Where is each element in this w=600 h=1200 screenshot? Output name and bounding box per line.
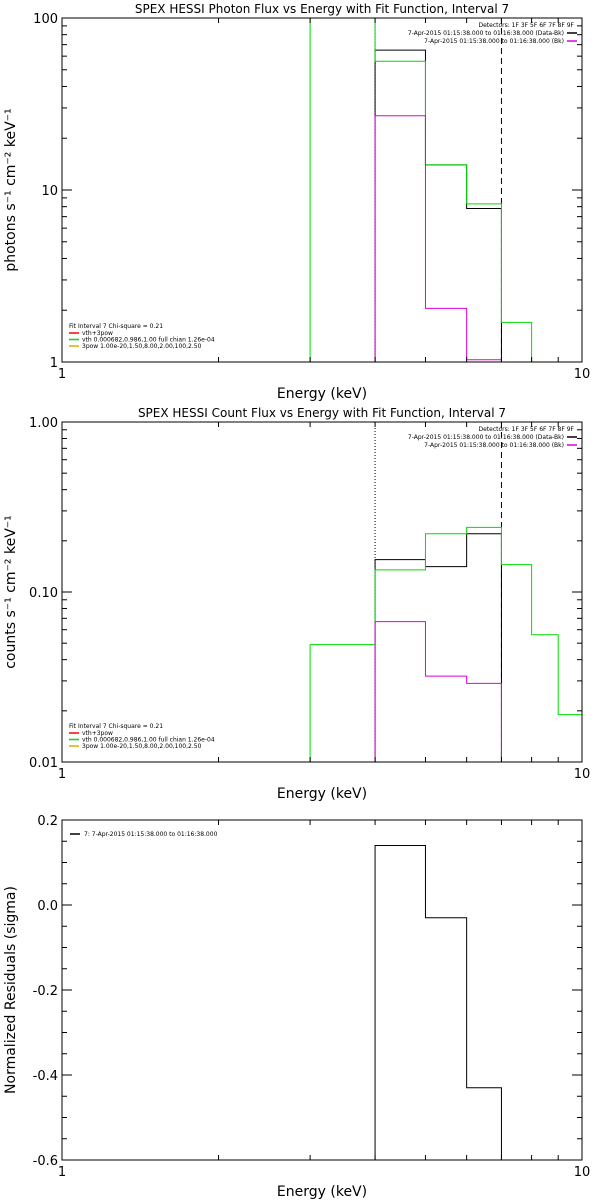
legend-entry-text: vth+3pow	[82, 730, 113, 737]
plot-frame	[61, 819, 583, 1161]
legend-entry-text: 3pow 1.00e-20,1.50,8.00,2.00,100,2.50	[82, 343, 202, 350]
plot-area	[309, 18, 533, 362]
series-black-step-line	[374, 533, 502, 762]
legend-bottom: Fit Interval 7 Chi-square = 0.21vth+3pow…	[69, 723, 215, 750]
x-tick-label: 1	[58, 767, 66, 782]
legend-entry-text: vth 0.000682,0.986,1.00 full chian 1.26e…	[82, 337, 215, 344]
y-tick-label: 0.2	[37, 814, 58, 829]
y-tick-label: -0.4	[33, 1069, 58, 1084]
legend-detectors: Detectors: 1F 3F 5F 6F 7F 8F 9F	[478, 426, 574, 433]
y-tick-label: 100	[33, 12, 58, 27]
legend-fit-header: Fit Interval 7 Chi-square = 0.21	[69, 323, 163, 330]
x-tick-label: 1	[58, 1165, 66, 1180]
legend-bottom: Fit Interval 7 Chi-square = 0.21vth+3pow…	[69, 323, 215, 350]
y-axis-label: Normalized Residuals (sigma)	[3, 886, 19, 1094]
series-black-step-line	[374, 49, 502, 362]
chart-panel-2: SPEX HESSI Count Flux vs Energy with Fit…	[3, 406, 590, 802]
y-tick-label: -0.2	[33, 984, 58, 999]
chart-title: SPEX HESSI Count Flux vs Energy with Fit…	[138, 406, 506, 420]
x-tick-label: 10	[574, 1165, 591, 1180]
legend-entry-text: vth+3pow	[82, 330, 113, 337]
y-tick-label: 0.01	[29, 756, 58, 771]
chart-title: SPEX HESSI Photon Flux vs Energy with Fi…	[135, 2, 509, 16]
plot-area	[374, 845, 502, 1160]
y-tick-label: -0.6	[33, 1154, 58, 1169]
legend-top: Detectors: 1F 3F 5F 6F 7F 8F 9F7-Apr-201…	[408, 426, 577, 449]
x-axis-label: Energy (keV)	[277, 786, 367, 802]
legend-top: Detectors: 1F 3F 5F 6F 7F 8F 9F7-Apr-201…	[408, 22, 577, 45]
legend-entry-text: 3pow 1.00e-20,1.50,8.00,2.00,100,2.50	[82, 743, 202, 750]
legend-entry-text: 7: 7-Apr-2015 01:15:38.000 to 01:16:38.0…	[84, 831, 218, 838]
y-tick-label: 0.0	[37, 899, 58, 914]
legend-entry-text: 7-Apr-2015 01:15:38.000 to 01:16:38.000 …	[408, 434, 564, 441]
y-tick-label: 10	[41, 184, 58, 199]
axis-ticks	[61, 421, 583, 763]
y-tick-label: 1.00	[29, 416, 58, 431]
x-tick-label: 1	[58, 367, 66, 382]
legend-entry-text: 7-Apr-2015 01:15:38.000 to 01:16:38.000 …	[424, 442, 564, 449]
chart-panel-1: SPEX HESSI Photon Flux vs Energy with Fi…	[3, 2, 590, 402]
x-tick-label: 10	[574, 367, 591, 382]
y-axis-label: counts s⁻¹ cm⁻² keV⁻¹	[3, 515, 19, 669]
legend-fit-header: Fit Interval 7 Chi-square = 0.21	[69, 723, 163, 730]
axis-ticks	[61, 17, 583, 363]
x-axis-label: Energy (keV)	[277, 386, 367, 402]
chart-panel-3: 1 10 -0.6 -0.4 -0.2 0.0 0.2 Energy (keV) Normali…	[3, 814, 590, 1200]
x-axis-label: Energy (keV)	[277, 1184, 367, 1200]
x-tick-label: 10	[574, 767, 591, 782]
y-tick-label: 1	[50, 356, 58, 371]
plot-frame	[61, 421, 583, 763]
series-magenta-step-line	[374, 621, 502, 762]
y-axis-label: photons s⁻¹ cm⁻² keV⁻¹	[3, 108, 19, 271]
series-black-step-line	[374, 845, 502, 1160]
legend-detectors: Detectors: 1F 3F 5F 6F 7F 8F 9F	[478, 22, 574, 29]
series-magenta-step-line	[374, 115, 502, 362]
legend-entry-text: 7-Apr-2015 01:15:38.000 to 01:16:38.000 …	[408, 30, 564, 37]
plot-area	[309, 422, 582, 762]
axis-ticks	[61, 819, 583, 1161]
legend-entry-text: vth 0.000682,0.986,1.00 full chian 1.26e…	[82, 737, 215, 744]
y-tick-label: 0.10	[29, 586, 58, 601]
series-green-step-line	[309, 18, 533, 362]
plot-frame	[61, 17, 583, 363]
legend-top: 7: 7-Apr-2015 01:15:38.000 to 01:16:38.0…	[70, 831, 218, 838]
series-green-step-line	[309, 526, 582, 762]
legend-entry-text: 7-Apr-2015 01:15:38.000 to 01:16:38.000 …	[424, 38, 564, 45]
